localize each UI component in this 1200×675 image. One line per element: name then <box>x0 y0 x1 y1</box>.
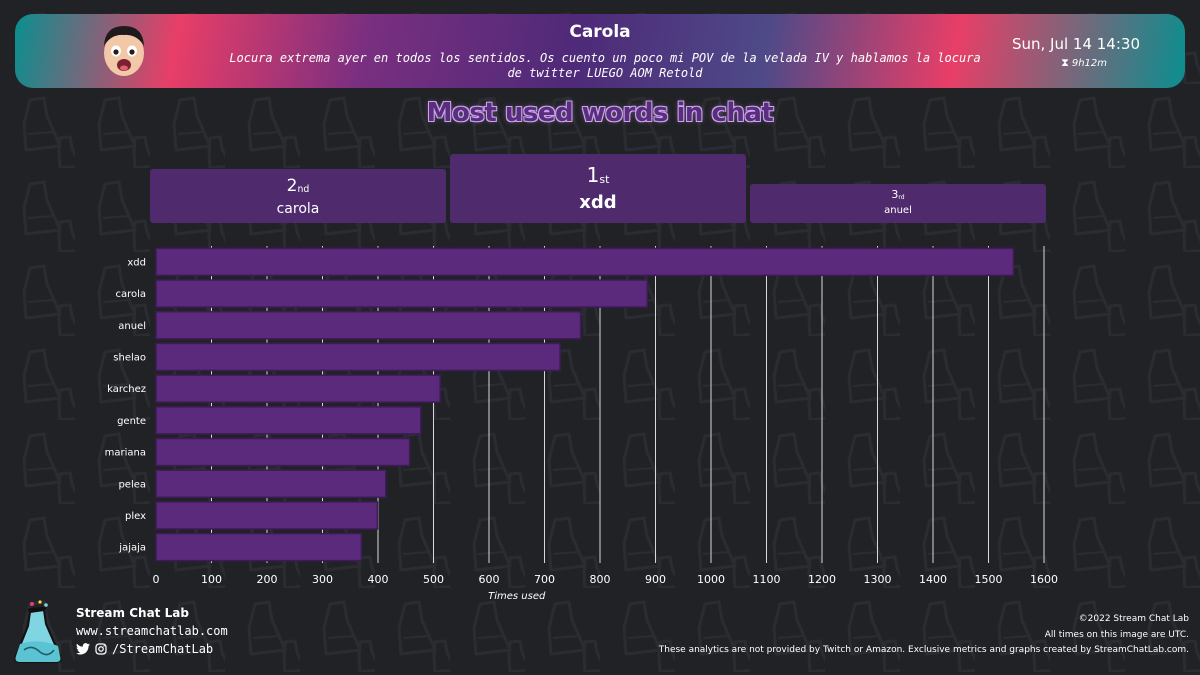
category-label-mariana: mariana <box>105 448 146 459</box>
x-tick-label: 1400 <box>919 573 947 586</box>
podium-second-rank: 2nd <box>286 176 310 196</box>
x-tick-labels: 0 100 200 300 400 500 600 700 800 900 1000 1100 1200… <box>153 573 1059 586</box>
x-tick-label: 1500 <box>975 573 1003 586</box>
brand-social[interactable]: /StreamChatLab <box>76 642 213 656</box>
twitter-icon[interactable] <box>76 643 90 655</box>
x-tick-label: 700 <box>534 573 555 586</box>
chart-title: Most used words in chat <box>426 98 774 128</box>
x-tick-label: 200 <box>257 573 278 586</box>
x-tick-label: 900 <box>645 573 666 586</box>
x-tick-label: 300 <box>312 573 333 586</box>
category-label-jajaja: jajaja <box>118 543 146 554</box>
x-tick-label: 100 <box>201 573 222 586</box>
footer-notes: ©2022 Stream Chat Lab All times on this … <box>659 612 1189 659</box>
copyright-text: ©2022 Stream Chat Lab <box>1078 614 1189 624</box>
category-label-pelea: pelea <box>118 479 146 490</box>
podium-third-rank: 3rd <box>891 188 905 201</box>
stream-date: Sun, Jul 14 14:30 <box>1011 35 1140 53</box>
bar-anuel <box>155 311 582 340</box>
bar-gente <box>155 406 422 435</box>
stream-duration: ⧗ 9h12m <box>1061 56 1107 70</box>
x-tick-label: 0 <box>153 573 160 586</box>
stream-chat-lab-logo <box>14 600 62 663</box>
stream-title: Locura extrema ayer en todos los sentido… <box>229 51 981 80</box>
disclaimer-text: These analytics are not provided by Twit… <box>658 645 1189 655</box>
instagram-icon[interactable] <box>95 643 107 655</box>
podium-third-word: anuel <box>884 205 912 216</box>
podium-first: 1st xdd <box>450 154 746 223</box>
bar-plex <box>155 501 379 530</box>
avatar-icon <box>104 26 144 76</box>
x-tick-label: 1600 <box>1030 573 1058 586</box>
x-tick-label: 1100 <box>753 573 781 586</box>
bar-chart: xdd carola anuel shelao karchez gente mariana p… <box>105 246 1059 602</box>
podium-second-word: carola <box>276 201 320 217</box>
x-tick-label: 1200 <box>808 573 836 586</box>
bar-carola <box>155 279 648 308</box>
brand-name: Stream Chat Lab <box>76 606 189 620</box>
x-tick-label: 1000 <box>697 573 725 586</box>
bar-shelao <box>155 342 561 372</box>
category-label-plex: plex <box>125 511 146 522</box>
brand-url[interactable]: www.streamchatlab.com <box>76 624 228 638</box>
category-label-gente: gente <box>117 416 146 427</box>
podium-third: 3rd anuel <box>750 184 1046 223</box>
hourglass-icon: ⧗ <box>1061 56 1069 69</box>
x-tick-label: 400 <box>368 573 389 586</box>
bar-jajaja <box>155 532 363 562</box>
category-label-shelao: shelao <box>113 352 146 363</box>
bar-mariana <box>155 437 411 467</box>
category-label-anuel: anuel <box>118 321 146 332</box>
social-handle: /StreamChatLab <box>112 642 214 656</box>
podium-first-rank: 1st <box>586 163 610 187</box>
duration-value: 9h12m <box>1071 57 1107 69</box>
bars <box>155 247 1015 562</box>
category-label-karchez: karchez <box>107 384 146 395</box>
category-label-carola: carola <box>115 289 146 300</box>
bar-xdd <box>155 247 1015 277</box>
stream-header: Carola Locura extrema ayer en todos los … <box>15 14 1185 88</box>
podium-second: 2nd carola <box>150 169 446 223</box>
x-tick-label: 800 <box>590 573 611 586</box>
x-tick-label: 600 <box>479 573 500 586</box>
timezone-note: All times on this image are UTC. <box>1044 629 1189 640</box>
category-labels: xdd carola anuel shelao karchez gente mariana p… <box>105 257 146 553</box>
x-tick-label: 500 <box>423 573 444 586</box>
category-label-xdd: xdd <box>127 257 146 268</box>
channel-name: Carola <box>569 22 631 42</box>
bar-pelea <box>155 469 387 498</box>
bar-karchez <box>155 374 441 403</box>
x-tick-label: 1300 <box>864 573 892 586</box>
podium-first-word: xdd <box>579 192 617 213</box>
x-axis-label: Times used <box>488 591 546 602</box>
